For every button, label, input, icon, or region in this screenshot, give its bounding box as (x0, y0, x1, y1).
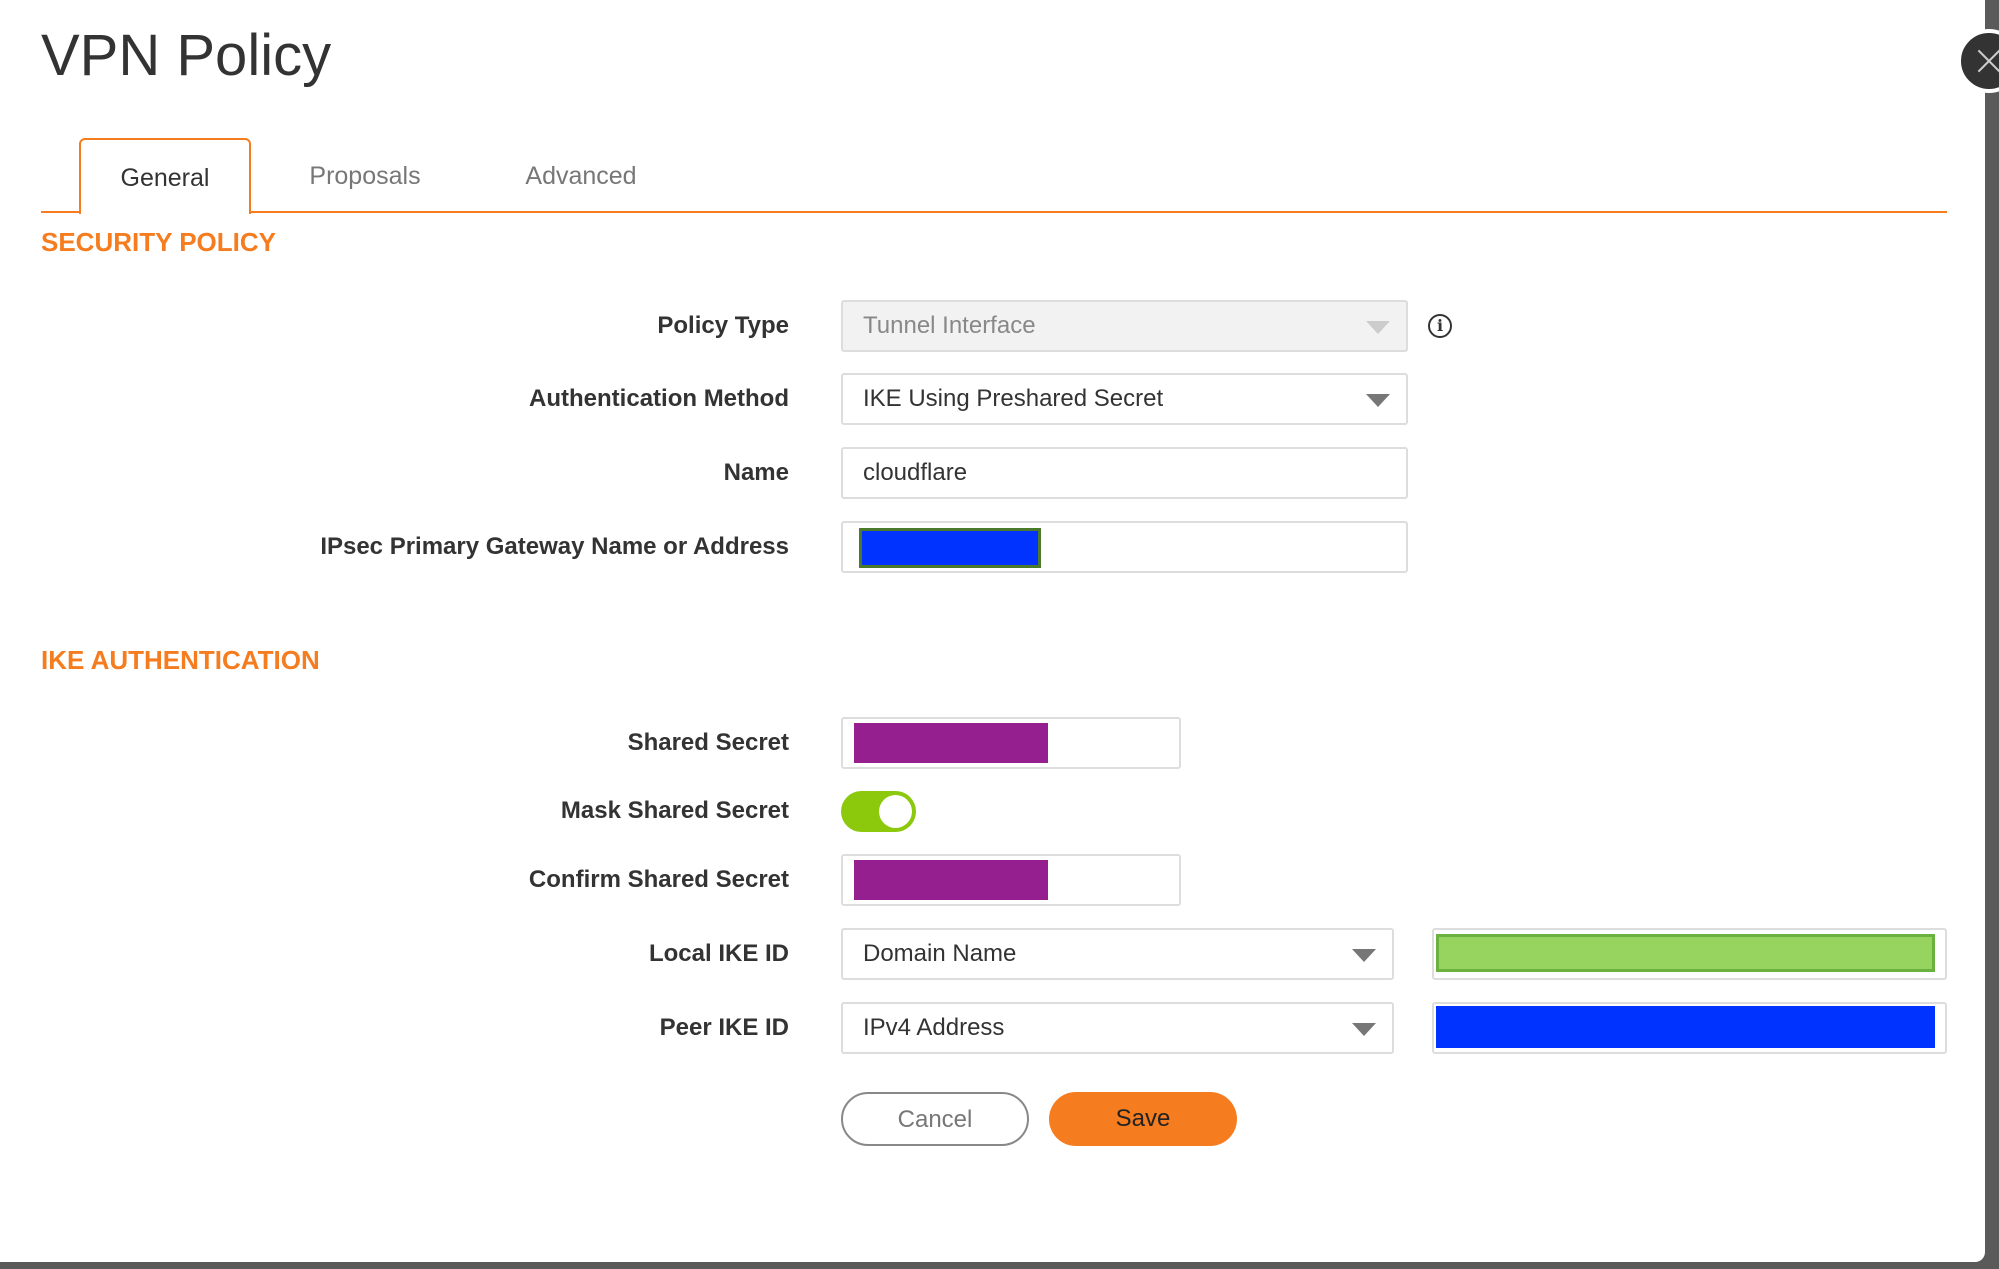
toggle-knob (879, 795, 912, 828)
tab-divider (41, 211, 1947, 213)
policy-type-select[interactable]: Tunnel Interface (841, 300, 1408, 352)
peer-ike-id-label: Peer IKE ID (659, 1014, 789, 1041)
name-label: Name (723, 459, 789, 486)
policy-type-value: Tunnel Interface (863, 312, 1036, 339)
chevron-down-icon (1352, 1023, 1376, 1036)
redacted-value (1436, 1006, 1935, 1048)
security-policy-heading: SECURITY POLICY (41, 227, 277, 257)
cancel-button[interactable]: Cancel (841, 1092, 1029, 1146)
tab-proposals[interactable]: Proposals (309, 162, 421, 190)
confirm-shared-secret-input[interactable] (841, 854, 1181, 906)
local-ike-id-select[interactable]: Domain Name (841, 928, 1394, 980)
name-value: cloudflare (863, 459, 968, 486)
tab-advanced[interactable]: Advanced (525, 162, 637, 190)
mask-shared-secret-toggle[interactable] (841, 791, 916, 832)
auth-method-value: IKE Using Preshared Secret (863, 385, 1164, 412)
local-ike-id-input[interactable] (1432, 928, 1947, 980)
save-button[interactable]: Save (1049, 1092, 1237, 1146)
ike-authentication-heading: IKE AUTHENTICATION (41, 645, 320, 675)
mask-shared-secret-label: Mask Shared Secret (560, 797, 789, 824)
peer-ike-id-select[interactable]: IPv4 Address (841, 1002, 1394, 1054)
name-input[interactable]: cloudflare (841, 447, 1408, 499)
redacted-value (854, 860, 1048, 900)
redacted-value (859, 528, 1041, 568)
chevron-down-icon (1352, 949, 1376, 962)
auth-method-select[interactable]: IKE Using Preshared Secret (841, 373, 1408, 425)
redacted-value (1436, 934, 1935, 972)
tab-general[interactable]: General (79, 138, 251, 214)
gateway-input[interactable] (841, 521, 1408, 573)
gateway-label: IPsec Primary Gateway Name or Address (320, 533, 789, 560)
shared-secret-input[interactable] (841, 717, 1181, 769)
chevron-down-icon (1366, 394, 1390, 407)
confirm-shared-secret-label: Confirm Shared Secret (528, 866, 789, 893)
info-icon[interactable]: i (1428, 314, 1452, 338)
redacted-value (854, 723, 1048, 763)
auth-method-label: Authentication Method (529, 385, 789, 412)
policy-type-label: Policy Type (657, 312, 789, 339)
dialog-title: VPN Policy (41, 23, 332, 88)
peer-ike-id-input[interactable] (1432, 1002, 1947, 1054)
chevron-down-icon (1366, 321, 1390, 334)
peer-ike-id-type: IPv4 Address (863, 1014, 1005, 1041)
local-ike-id-label: Local IKE ID (648, 940, 789, 967)
shared-secret-label: Shared Secret (627, 729, 789, 756)
local-ike-id-type: Domain Name (863, 940, 1017, 967)
